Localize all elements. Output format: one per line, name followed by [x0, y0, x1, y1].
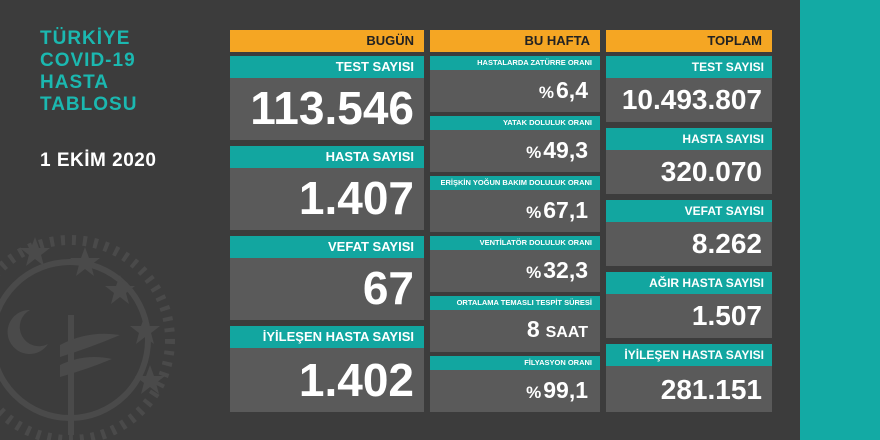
percent-sign: % [526, 203, 542, 222]
week-card: ORTALAMA TEMASLI TESPİT SÜRESİ 8 SAAT [430, 296, 600, 352]
today-card: HASTA SAYISI 1.407 [230, 146, 424, 230]
week-number: 32,3 [543, 257, 588, 283]
background-strip [800, 0, 880, 440]
covid-table-board: TÜRKİYE COVID-19 HASTA TABLOSU 1 EKİM 20… [0, 0, 800, 440]
column-header-total: TOPLAM [606, 30, 772, 52]
today-value: 1.407 [298, 172, 414, 224]
total-value: 10.493.807 [621, 84, 762, 115]
week-card: HASTALARDA ZATÜRRE ORANI %6,4 [430, 56, 600, 112]
week-label: ORTALAMA TEMASLI TESPİT SÜRESİ [430, 296, 600, 310]
unit-label: SAAT [545, 324, 588, 341]
week-label: YATAK DOLULUK ORANI [430, 116, 600, 130]
total-label: AĞIR HASTA SAYISI [606, 272, 772, 294]
today-label: İYİLEŞEN HASTA SAYISI [230, 326, 424, 348]
percent-sign: % [526, 263, 542, 282]
week-card: YATAK DOLULUK ORANI %49,3 [430, 116, 600, 172]
today-label: TEST SAYISI [230, 56, 424, 78]
week-card: ERİŞKİN YOĞUN BAKIM DOLULUK ORANI %67,1 [430, 176, 600, 232]
total-label: VEFAT SAYISI [606, 200, 772, 222]
week-value: %32,3 [430, 255, 588, 288]
week-label: VENTİLATÖR DOLULUK ORANI [430, 236, 600, 250]
report-date: 1 EKİM 2020 [40, 150, 157, 171]
total-value: 320.070 [660, 156, 762, 187]
total-value: 8.262 [691, 228, 762, 259]
total-card: İYİLEŞEN HASTA SAYISI 281.151 [606, 344, 772, 412]
week-number: 99,1 [543, 377, 588, 403]
week-number: 6,4 [556, 77, 588, 103]
today-card: TEST SAYISI 113.546 [230, 56, 424, 140]
percent-sign: % [526, 383, 542, 402]
percent-sign: % [538, 83, 555, 102]
today-card: İYİLEŞEN HASTA SAYISI 1.402 [230, 326, 424, 412]
today-value: 113.546 [250, 82, 414, 134]
week-label: FİLYASYON ORANI [430, 356, 600, 370]
total-card: TEST SAYISI 10.493.807 [606, 56, 772, 122]
week-label: ERİŞKİN YOĞUN BAKIM DOLULUK ORANI [430, 176, 600, 190]
week-number: 67,1 [543, 197, 588, 223]
total-card: VEFAT SAYISI 8.262 [606, 200, 772, 266]
today-value: 1.402 [298, 354, 414, 406]
today-label: HASTA SAYISI [230, 146, 424, 168]
title-line: TÜRKİYE [40, 28, 131, 49]
week-label: HASTALARDA ZATÜRRE ORANI [430, 56, 600, 70]
total-label: TEST SAYISI [606, 56, 772, 78]
total-card: HASTA SAYISI 320.070 [606, 128, 772, 194]
ministry-emblem-icon [0, 235, 175, 440]
week-number: 8 [526, 316, 540, 342]
total-label: İYİLEŞEN HASTA SAYISI [606, 344, 772, 366]
page-title: TÜRKİYE COVID-19 HASTA TABLOSU [40, 28, 137, 116]
week-number: 49,3 [543, 137, 588, 163]
week-value: %99,1 [430, 375, 588, 408]
title-line: TABLOSU [40, 94, 138, 115]
today-value: 67 [362, 262, 414, 314]
total-value: 1.507 [691, 300, 762, 331]
today-label: VEFAT SAYISI [230, 236, 424, 258]
week-value: %67,1 [430, 195, 588, 228]
total-value: 281.151 [660, 374, 762, 405]
percent-sign: % [526, 143, 542, 162]
week-value: 8 SAAT [430, 314, 588, 348]
week-value: %6,4 [430, 75, 588, 108]
week-card: VENTİLATÖR DOLULUK ORANI %32,3 [430, 236, 600, 292]
column-header-week: BU HAFTA [430, 30, 600, 52]
total-label: HASTA SAYISI [606, 128, 772, 150]
week-value: %49,3 [430, 135, 588, 168]
title-line: COVID-19 [40, 50, 136, 71]
today-card: VEFAT SAYISI 67 [230, 236, 424, 320]
column-header-today: BUGÜN [230, 30, 424, 52]
title-line: HASTA [40, 72, 110, 93]
total-card: AĞIR HASTA SAYISI 1.507 [606, 272, 772, 338]
week-card: FİLYASYON ORANI %99,1 [430, 356, 600, 412]
